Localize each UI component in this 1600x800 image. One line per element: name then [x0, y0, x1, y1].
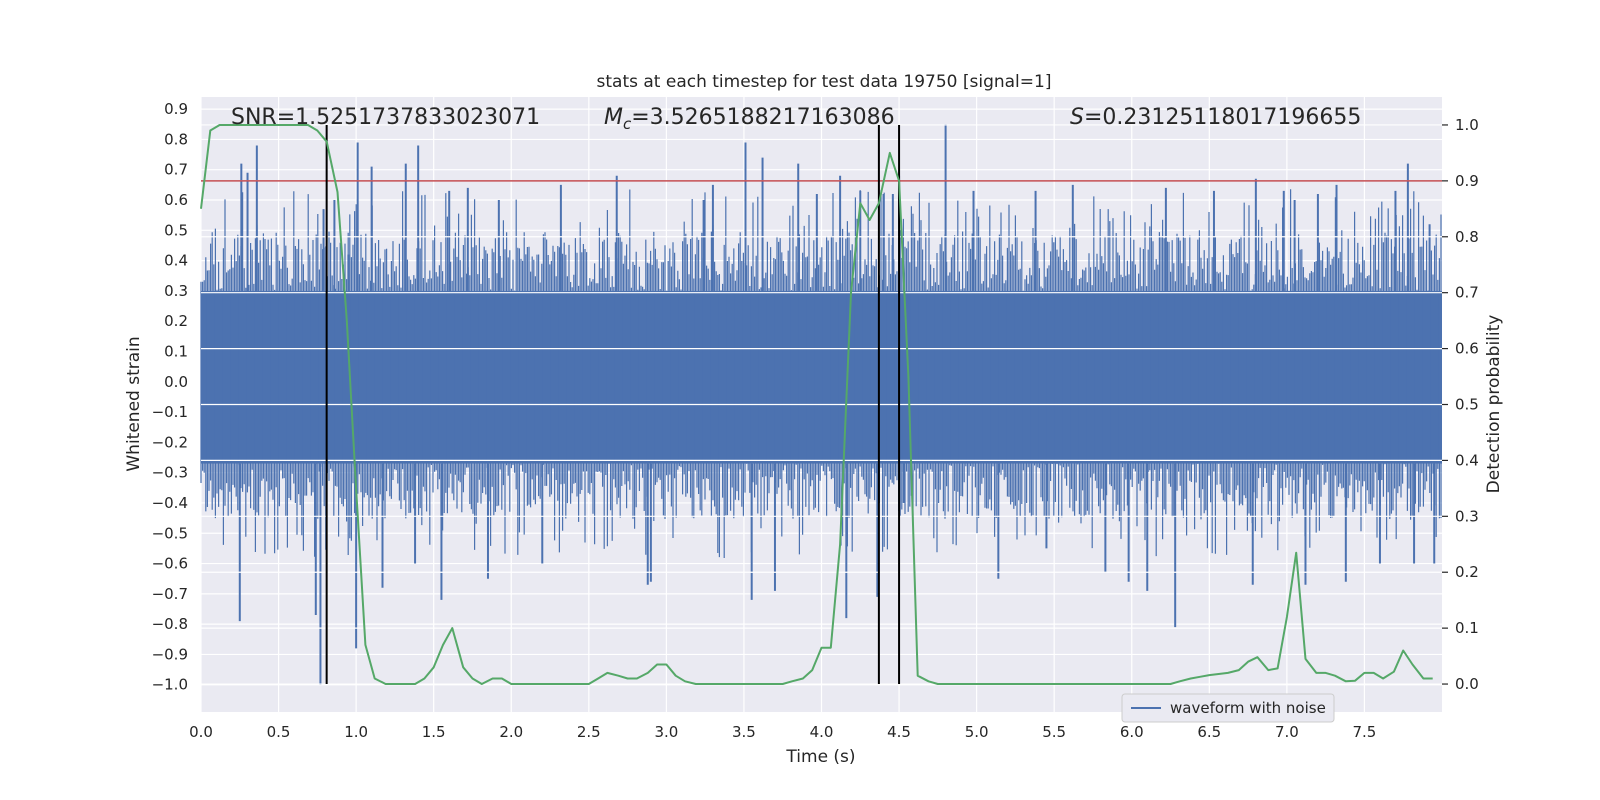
waveform-noise: [200, 189, 1442, 558]
x-tick-label: 0.5: [267, 723, 291, 741]
x-tick-label: 4.0: [810, 723, 834, 741]
y2-tick-label: 0.2: [1455, 563, 1479, 581]
y-tick-label: 0.1: [164, 342, 188, 360]
x-tick-label: 2.0: [499, 723, 523, 741]
y-tick-label: 0.0: [164, 373, 188, 391]
legend: waveform with noise: [1121, 693, 1335, 723]
y2-tick-labels: 1.0 0.9 0.8 0.7 0.6 0.5 0.4 0.3 0.2 0.1 0.0: [1442, 116, 1479, 693]
y-tick-label: 0.6: [164, 191, 188, 209]
chirp-mass-symbol: M: [604, 105, 623, 130]
x-tick-labels: 0.0 0.5 1.0 1.5 2.0 2.5 3.0 3.5 4.0 4.5 5.0 5.5 6.0 6…: [189, 723, 1376, 741]
x-tick-label: 7.0: [1275, 723, 1299, 741]
y-axis-label: Whitened strain: [124, 336, 144, 471]
y-tick-label: 0.4: [164, 252, 188, 270]
chirp-mass-annotation: Mc=3.5265188217163086: [604, 105, 895, 133]
x-tick-label: 5.0: [965, 723, 989, 741]
y-tick-label: 0.7: [164, 161, 188, 179]
x-tick-label: 1.5: [422, 723, 446, 741]
y2-tick-label: 0.5: [1455, 396, 1479, 414]
chart-title: stats at each timestep for test data 197…: [597, 72, 1052, 92]
y2-tick-label: 0.6: [1455, 340, 1479, 358]
x-tick-label: 6.0: [1120, 723, 1144, 741]
x-tick-label: 3.0: [654, 723, 678, 741]
x-tick-label: 4.5: [887, 723, 911, 741]
legend-label: waveform with noise: [1170, 699, 1326, 717]
x-tick-label: 0.0: [189, 723, 213, 741]
y2-tick-label: 0.9: [1455, 172, 1479, 190]
y2-tick-label: 1.0: [1455, 116, 1479, 134]
s-symbol: S: [1070, 105, 1084, 130]
y-tick-label: −0.2: [152, 433, 188, 451]
waveform-series: [200, 124, 1442, 685]
s-annotation: S=0.23125118017196655: [1070, 105, 1361, 130]
y2-tick-label: 0.3: [1455, 507, 1479, 525]
y-tick-label: −1.0: [152, 676, 188, 694]
x-tick-label: 2.5: [577, 723, 601, 741]
y2-tick-label: 0.1: [1455, 619, 1479, 637]
legend-box: [1121, 693, 1335, 723]
x-tick-label: 3.5: [732, 723, 756, 741]
y-tick-label: −0.7: [152, 585, 188, 603]
x-tick-label: 5.5: [1042, 723, 1066, 741]
y-tick-label: −0.8: [152, 615, 188, 633]
x-tick-label: 6.5: [1197, 723, 1221, 741]
y-tick-label: 0.8: [164, 130, 188, 148]
y-tick-labels: 0.9 0.8 0.7 0.6 0.5 0.4 0.3 0.2 0.1 0.0 −0.1 −0.2 −0…: [152, 100, 188, 694]
x-tick-label: 7.5: [1353, 723, 1377, 741]
chirp-mass-subscript: c: [623, 115, 632, 133]
y-tick-label: −0.1: [152, 403, 188, 421]
y-tick-label: −0.5: [152, 524, 188, 542]
x-tick-label: 1.0: [344, 723, 368, 741]
s-value: =0.23125118017196655: [1084, 105, 1361, 130]
snr-annotation: SNR=1.5251737833023071: [231, 105, 540, 130]
y-tick-label: −0.3: [152, 464, 188, 482]
chirp-mass-value: =3.5265188217163086: [631, 105, 894, 130]
x-axis-label: Time (s): [785, 747, 855, 767]
y2-tick-label: 0.8: [1455, 228, 1479, 246]
probability-line: [200, 124, 1433, 685]
y2-tick-label: 0.4: [1455, 451, 1479, 469]
y-tick-label: 0.5: [164, 221, 188, 239]
y-tick-label: 0.9: [164, 100, 188, 118]
y2-tick-label: 0.7: [1455, 284, 1479, 302]
y2-axis-label: Detection probability: [1484, 315, 1504, 494]
y-tick-label: 0.3: [164, 282, 188, 300]
y-tick-label: −0.6: [152, 555, 188, 573]
event-markers: [325, 124, 901, 685]
y-tick-label: −0.4: [152, 494, 188, 512]
y-tick-label: −0.9: [152, 645, 188, 663]
y2-tick-label: 0.0: [1455, 675, 1479, 693]
y-tick-label: 0.2: [164, 312, 188, 330]
